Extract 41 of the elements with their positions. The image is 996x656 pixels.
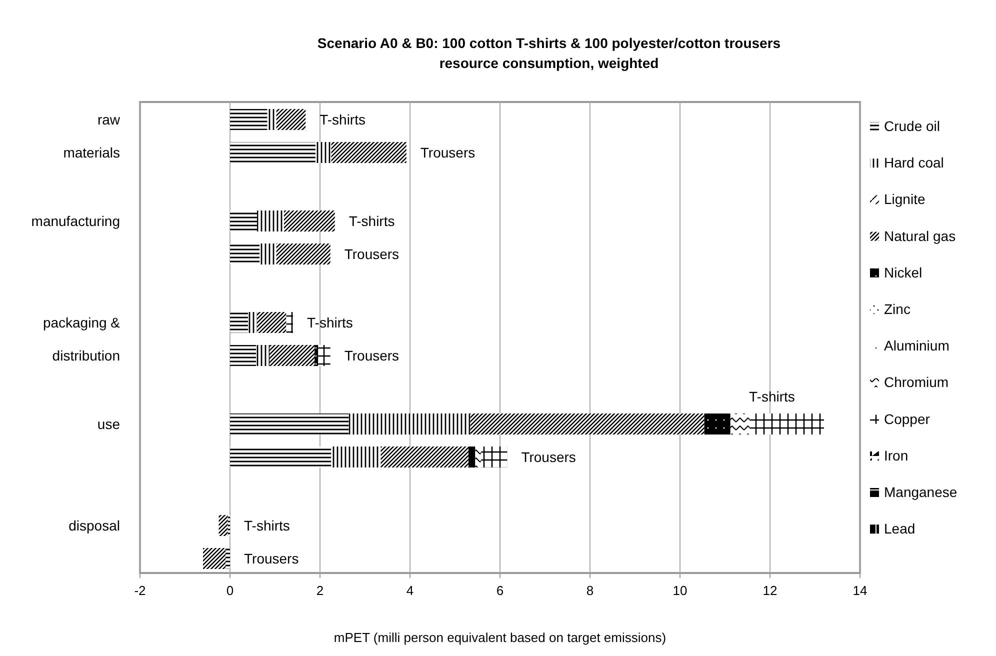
annotation: T-shirts [348,213,395,229]
legend-label: Hard coal [884,154,944,171]
y-tick-label: disposal [68,518,120,534]
chart-title: Scenario A0 & B0: 100 cotton T-shirts & 100 polyester/cotton trousers [317,35,781,51]
legend-label: Crude oil [884,118,940,134]
annotation: T-shirts [320,112,366,128]
legend-label: Aluminium [884,338,950,354]
annotation: Trousers [344,348,400,364]
x-tick-label: 0 [226,583,234,598]
x-tick-label: 4 [406,583,414,598]
annotation: T-shirts [244,518,290,534]
y-tick-label: packaging & [42,314,121,330]
x-tick-label: -2 [134,583,146,598]
x-tick-label: 10 [672,583,688,598]
y-tick-label: materials [63,144,120,160]
annotation: Trousers [344,246,400,262]
legend-label: Nickel [884,264,922,280]
y-tick-label: raw [97,112,121,128]
annotation: T-shirts [749,388,795,404]
x-tick-label: 14 [852,583,868,598]
legend-label: Lignite [884,191,926,208]
legend-label: Natural gas [884,228,956,244]
annotation: Trousers [244,550,299,566]
legend-label: Chromium [884,374,949,390]
y-tick-label: use [97,416,120,432]
x-tick-label: 2 [316,583,324,598]
annotation: T-shirts [307,314,353,330]
x-tick-label: 8 [586,583,594,598]
chart-subtitle: resource consumption, weighted [439,55,659,71]
x-tick-label: 6 [496,583,504,598]
legend-label: Manganese [884,484,958,500]
x-axis-title: mPET (milli person equivalent based on target emissions) [334,630,666,645]
legend-label: Iron [884,447,908,464]
y-tick-label: manufacturing [31,213,120,229]
annotation: Trousers [420,144,476,160]
y-tick-label: distribution [52,348,120,364]
legend-label: Zinc [884,301,910,317]
x-tick-label: 12 [762,583,778,598]
legend-label: Lead [884,520,916,537]
annotation: Trousers [521,449,576,465]
legend-label: Copper [884,410,930,427]
